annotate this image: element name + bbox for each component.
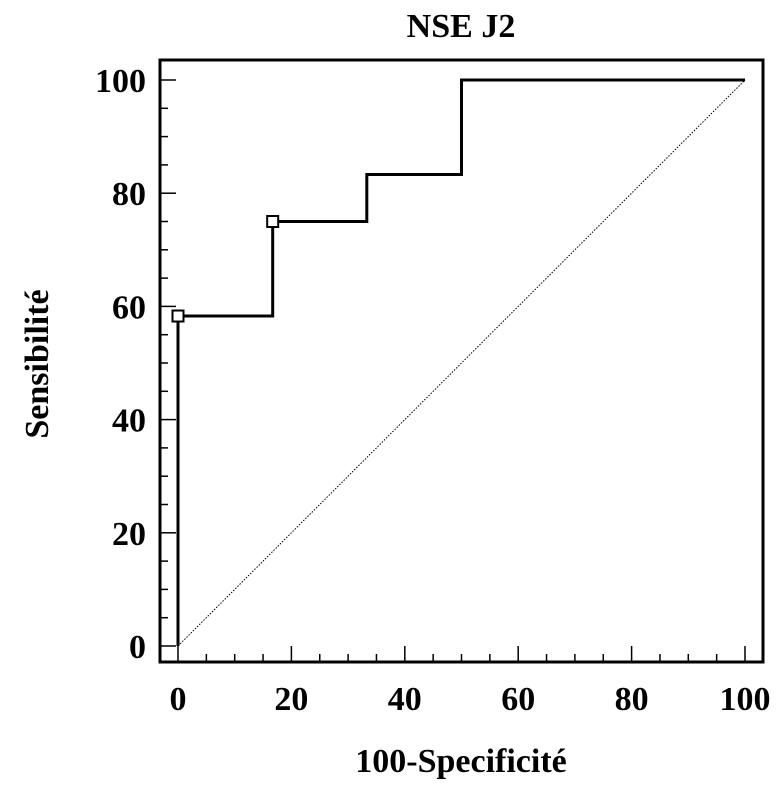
y-tick-label: 20 [112, 516, 146, 553]
x-tick-label: 80 [615, 681, 649, 718]
y-tick-label: 60 [112, 289, 146, 326]
x-tick-label: 60 [501, 681, 535, 718]
x-tick-label: 40 [388, 681, 422, 718]
x-tick-label: 100 [720, 681, 771, 718]
y-axis-tick-labels: 0 20 40 60 80 100 [95, 63, 146, 666]
y-tick-label: 80 [112, 176, 146, 213]
x-tick-label: 20 [274, 681, 308, 718]
series-layer [171, 78, 746, 647]
x-tick-label: 0 [170, 681, 187, 718]
roc-curve-line [176, 78, 745, 646]
y-tick-label: 100 [95, 63, 146, 100]
x-axis-ticks [177, 646, 746, 662]
x-axis-label: 100-Specificité [355, 743, 567, 780]
roc-point-marker [171, 309, 185, 323]
y-axis-ticks [160, 79, 176, 647]
y-axis-label: Sensibilité [19, 289, 56, 438]
roc-point-marker [266, 215, 280, 228]
y-tick-label: 0 [129, 629, 146, 666]
y-tick-label: 40 [112, 403, 146, 440]
x-axis-tick-labels: 0 20 40 60 80 100 [170, 681, 771, 718]
chart-title: NSE J2 [407, 8, 516, 45]
